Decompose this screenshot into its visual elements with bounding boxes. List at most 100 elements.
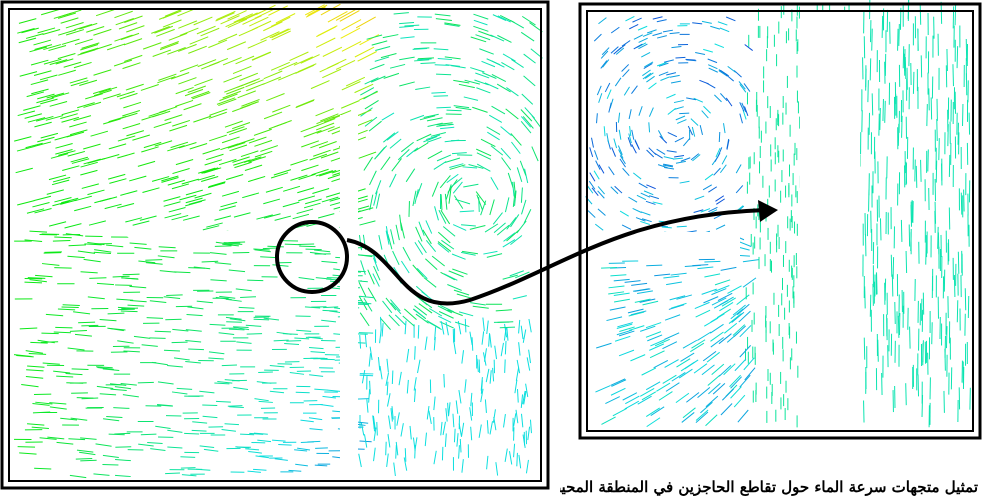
vector [240,433,255,436]
vector [300,419,314,423]
vector [713,167,721,176]
vector [671,46,682,49]
vector [356,254,373,258]
vector [656,19,667,23]
vector [474,79,489,86]
vector [520,394,524,408]
vector [523,391,527,405]
vector [695,52,706,55]
vector [21,384,39,388]
vector [428,410,432,425]
vector [319,62,339,73]
vector [184,432,200,435]
vector [220,201,238,208]
vector [71,368,89,370]
vector [209,108,228,116]
vector [51,179,70,186]
vector [217,381,233,384]
vector [455,198,471,205]
vector [643,63,653,69]
vector [210,279,227,282]
vector [55,148,73,155]
vector [440,421,443,436]
vector [483,348,487,362]
vector [591,137,594,148]
vector [380,53,397,59]
vector [434,64,450,66]
vector [730,376,742,389]
vector [235,55,255,65]
vector [650,406,665,416]
vector [241,11,261,22]
vector [615,47,625,55]
vector [619,326,635,332]
vector [502,239,516,248]
vector [380,156,391,171]
vector [238,306,255,309]
vector [24,113,42,119]
vector [469,225,486,230]
vector [247,470,261,473]
vector [124,15,143,23]
vector [218,158,237,166]
vector [426,405,430,420]
vector [456,433,459,447]
vector [222,243,239,247]
vector [671,372,686,382]
vector [141,344,158,347]
vector [396,412,400,426]
vector [519,160,527,176]
vector [45,115,64,121]
vector [114,386,132,390]
vector [448,402,451,416]
vector [511,141,521,154]
vector [637,290,653,295]
vector [700,208,711,213]
vector [597,186,605,195]
vector [284,342,300,345]
vector [706,351,720,363]
vector [30,341,48,344]
vector [68,244,86,247]
vector [92,87,111,95]
vector [380,316,382,331]
vector [240,150,259,158]
vector [278,61,298,71]
vector [220,143,239,151]
vector [694,195,705,200]
vector [49,59,68,66]
vector [484,223,499,233]
vector [270,172,289,179]
vector [49,402,67,405]
vector [229,406,244,408]
vector [208,39,228,49]
connector-arrow [346,208,766,306]
vector [341,81,361,91]
vector [440,321,445,335]
vector [219,93,238,102]
vector [153,121,172,129]
vector [35,115,54,122]
vector [64,223,82,229]
vector [63,61,82,68]
vector [656,148,666,155]
vector [39,437,57,440]
vector [375,193,381,209]
vector [178,43,197,52]
vector [269,390,285,394]
vector [55,326,73,329]
vector [428,321,442,331]
vector [919,2,922,25]
vector [80,169,98,176]
vector [122,123,141,130]
vector [33,39,52,46]
vector [151,26,170,34]
vector [595,385,611,393]
vector [191,429,207,432]
vector [416,268,428,280]
vector [289,51,309,62]
vector [201,176,219,182]
vector [53,370,71,374]
vector [54,197,72,203]
vector [382,34,399,39]
